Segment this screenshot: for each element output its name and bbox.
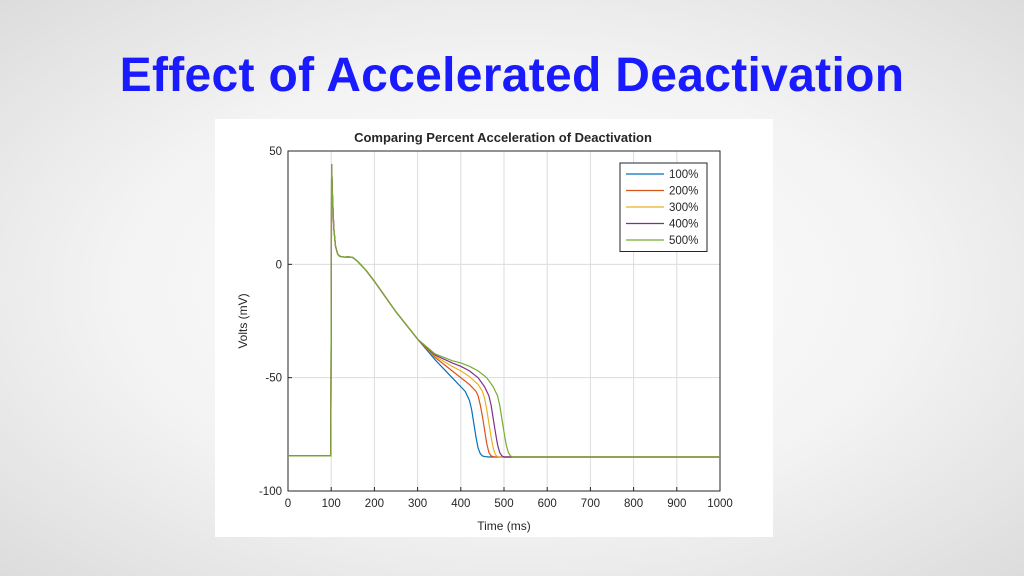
legend-entry-label: 500%	[669, 235, 698, 247]
x-axis-label: Time (ms)	[477, 519, 531, 533]
x-tick-label: 600	[538, 498, 557, 510]
y-tick-label: -100	[259, 486, 282, 498]
x-tick-label: 100	[322, 498, 341, 510]
series-line-500pct	[288, 163, 720, 458]
x-tick-label: 0	[285, 498, 291, 510]
slide-title: Effect of Accelerated Deactivation	[119, 49, 905, 102]
x-tick-label: 500	[494, 498, 513, 510]
x-tick-label: 800	[624, 498, 643, 510]
y-axis-label: Volts (mV)	[236, 293, 250, 348]
y-tick-label: 0	[276, 259, 282, 271]
x-tick-label: 700	[581, 498, 600, 510]
line-chart: Comparing Percent Acceleration of Deacti…	[236, 130, 733, 533]
y-tick-label: 50	[269, 146, 282, 158]
x-tick-label: 400	[451, 498, 470, 510]
x-tick-label: 300	[408, 498, 427, 510]
legend-entry-label: 400%	[669, 219, 698, 231]
legend-entry-label: 200%	[669, 186, 698, 198]
x-tick-label: 1000	[707, 498, 733, 510]
chart-figure: Comparing Percent Acceleration of Deacti…	[215, 119, 773, 537]
axis-ticks: 0 100 200 300 400 500 600 700 800 900 1000 -100 -50 0…	[259, 146, 733, 510]
legend-entry-label: 100%	[669, 169, 698, 181]
series-lines	[288, 163, 720, 458]
legend-entry-label: 300%	[669, 202, 698, 214]
x-tick-label: 900	[667, 498, 686, 510]
chart-title: Comparing Percent Acceleration of Deacti…	[354, 130, 652, 145]
legend: 100% 200% 300% 400% 500%	[619, 162, 708, 252]
y-tick-label: -50	[265, 373, 282, 385]
x-tick-label: 200	[365, 498, 384, 510]
